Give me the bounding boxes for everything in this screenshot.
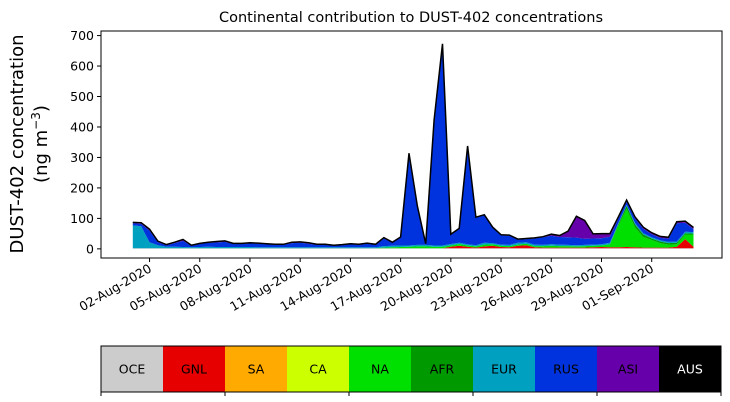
y-axis-label-exponent: −3 [29, 112, 43, 130]
area-na [132, 208, 694, 249]
legend-swatch-na [349, 346, 412, 392]
y-axis-label: DUST-402 concentration (ng m−3) [7, 34, 52, 253]
legend-swatch-eur [473, 346, 536, 392]
legend-swatch-afr [411, 346, 474, 392]
legend-label-ca: CA [309, 362, 327, 377]
y-tick-label: 600 [70, 59, 94, 74]
y-axis-label-close: ) [31, 105, 52, 112]
legend-label-sa: SA [248, 362, 265, 377]
y-tick-label: 500 [70, 89, 94, 104]
legend-label-afr: AFR [430, 362, 455, 377]
y-axis-ticks: 0 100 200 300 400 500 600 700 [70, 28, 101, 256]
legend-swatch-gnl [163, 346, 226, 392]
legend-swatch-sa [225, 346, 288, 392]
chart-title: Continental contribution to DUST-402 con… [219, 10, 603, 26]
total-outline-line [132, 43, 694, 247]
legend-label-rus: RUS [553, 362, 579, 377]
y-tick-label: 400 [70, 119, 94, 134]
legend-swatch-aus [659, 346, 722, 392]
area-rus [132, 44, 694, 248]
area-oce [132, 248, 694, 249]
stacked-area-group [132, 43, 694, 249]
legend-label-na: NA [371, 362, 389, 377]
legend-label-aus: AUS [677, 362, 703, 377]
y-tick-label: 300 [70, 150, 94, 165]
legend-label-asi: ASI [618, 362, 638, 377]
legend-frame [100, 345, 722, 393]
y-axis-label-line1: DUST-402 concentration [7, 34, 28, 253]
y-tick-label: 0 [86, 241, 94, 256]
legend-swatch-asi [597, 346, 660, 392]
legend-label-eur: EUR [491, 362, 517, 377]
y-tick-label: 100 [70, 211, 94, 226]
y-tick-label: 700 [70, 28, 94, 43]
legend-label-oce: OCE [119, 362, 146, 377]
legend-swatch-oce [101, 346, 164, 392]
plot-frame [100, 30, 723, 259]
legend-swatch-rus [535, 346, 598, 392]
y-axis-label-line2: (ng m−3) [29, 105, 52, 183]
y-tick-label: 200 [70, 180, 94, 195]
legend: OCE GNL SA CA NA AFR EUR RUS ASI AUS [100, 345, 722, 396]
legend-swatch-ca [287, 346, 350, 392]
y-axis-label-unit: (ng m [31, 130, 52, 183]
legend-label-gnl: GNL [181, 362, 207, 377]
